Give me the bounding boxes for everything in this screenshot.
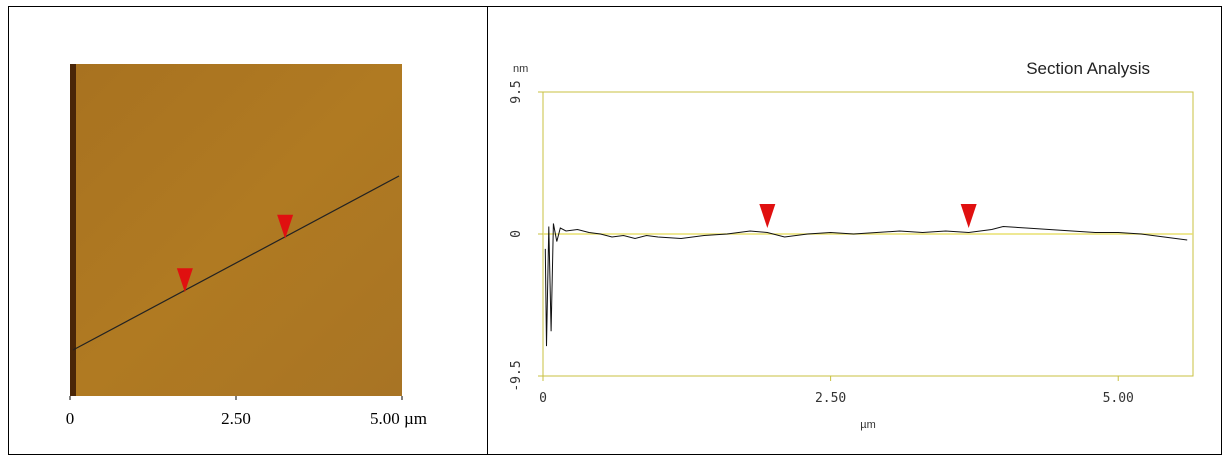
x-tick-label: 2.50 (815, 391, 846, 406)
x-label: µm (860, 419, 876, 431)
outer-border (8, 6, 1222, 455)
y-tick-label: 0 (509, 230, 524, 238)
x-tick-label: 0 (66, 409, 75, 428)
image-edge (70, 64, 76, 396)
marker (759, 204, 776, 228)
marker (176, 268, 193, 293)
chart-title: Section Analysis (1026, 59, 1150, 78)
profile-line (544, 223, 1188, 347)
afm-image (70, 64, 402, 396)
y-tick-label: -9.5 (509, 360, 524, 391)
y-tick-label: 9.5 (509, 80, 524, 103)
x-tick-label: 5.00 µm (370, 409, 427, 428)
marker (960, 204, 977, 228)
x-tick-label: 5.00 (1103, 391, 1134, 406)
marker (277, 214, 294, 239)
x-tick-label: 0 (539, 391, 547, 406)
x-tick-label: 2.50 (221, 409, 251, 428)
section-line (72, 175, 400, 351)
y-unit: nm (513, 63, 528, 75)
